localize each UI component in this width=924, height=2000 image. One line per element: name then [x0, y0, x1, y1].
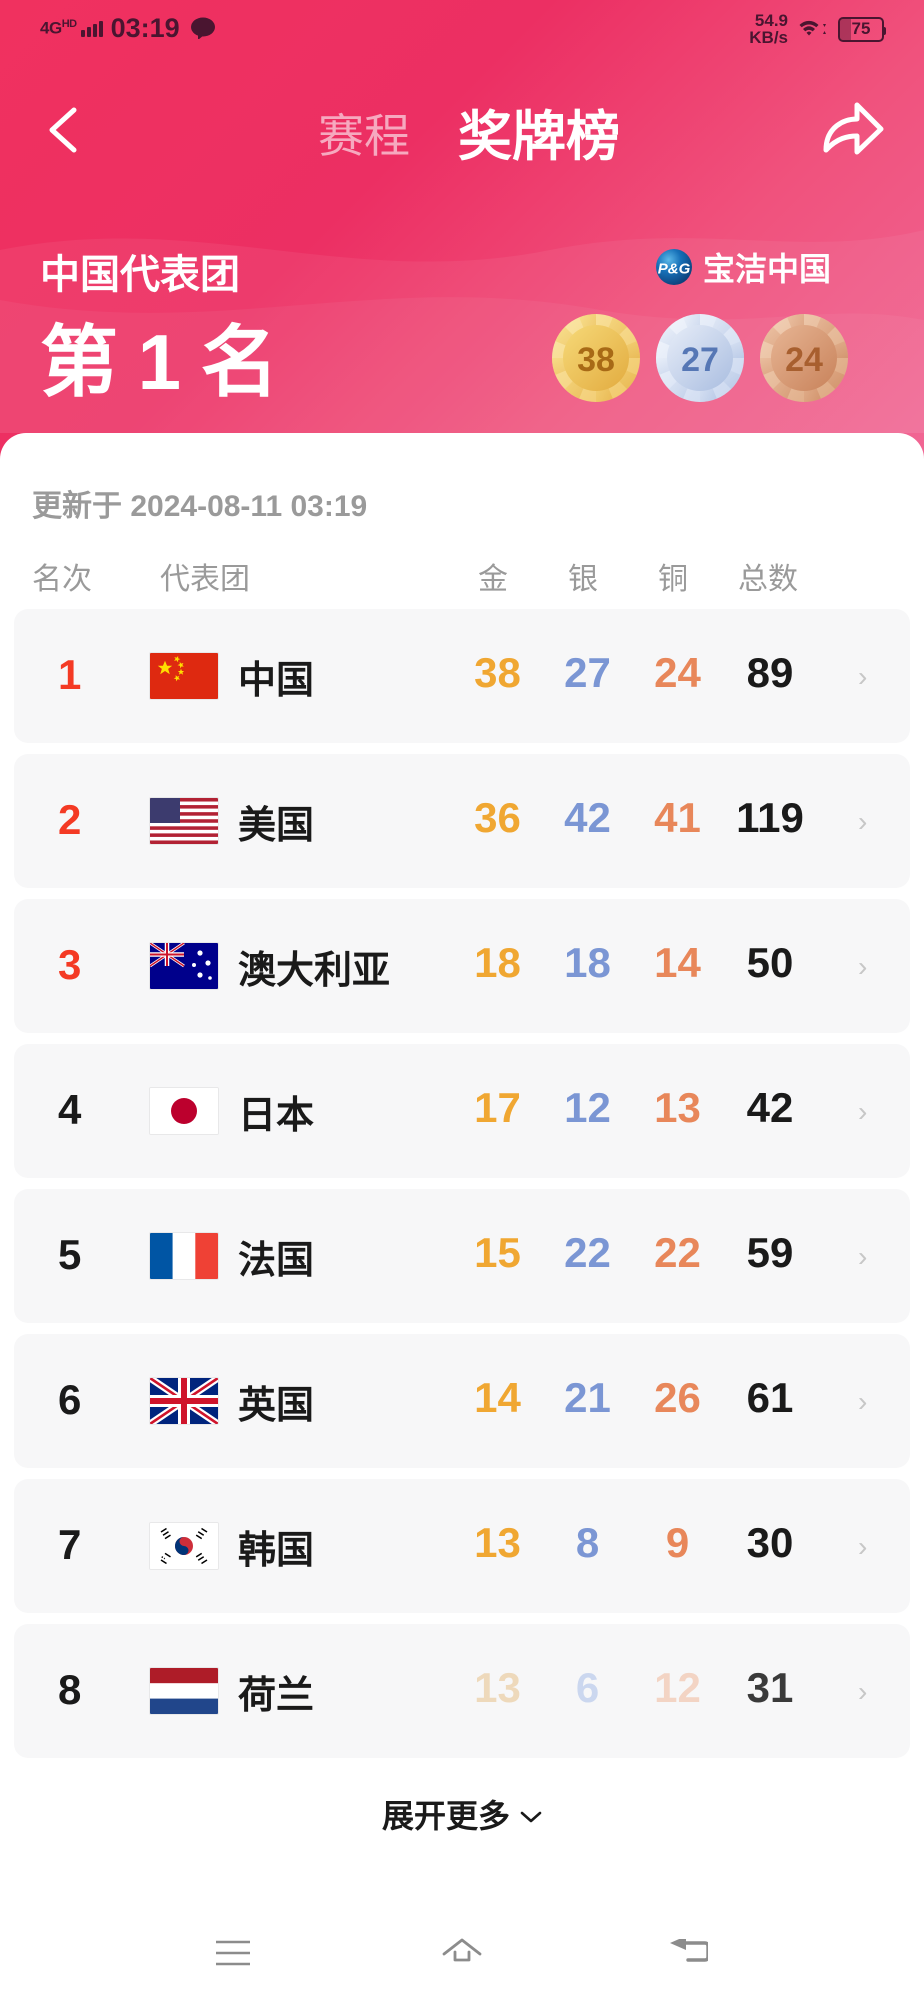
svg-text:P&G: P&G — [658, 261, 691, 278]
svg-text:27: 27 — [681, 341, 719, 379]
svg-text:24: 24 — [785, 341, 823, 379]
svg-text:38: 38 — [577, 341, 615, 379]
